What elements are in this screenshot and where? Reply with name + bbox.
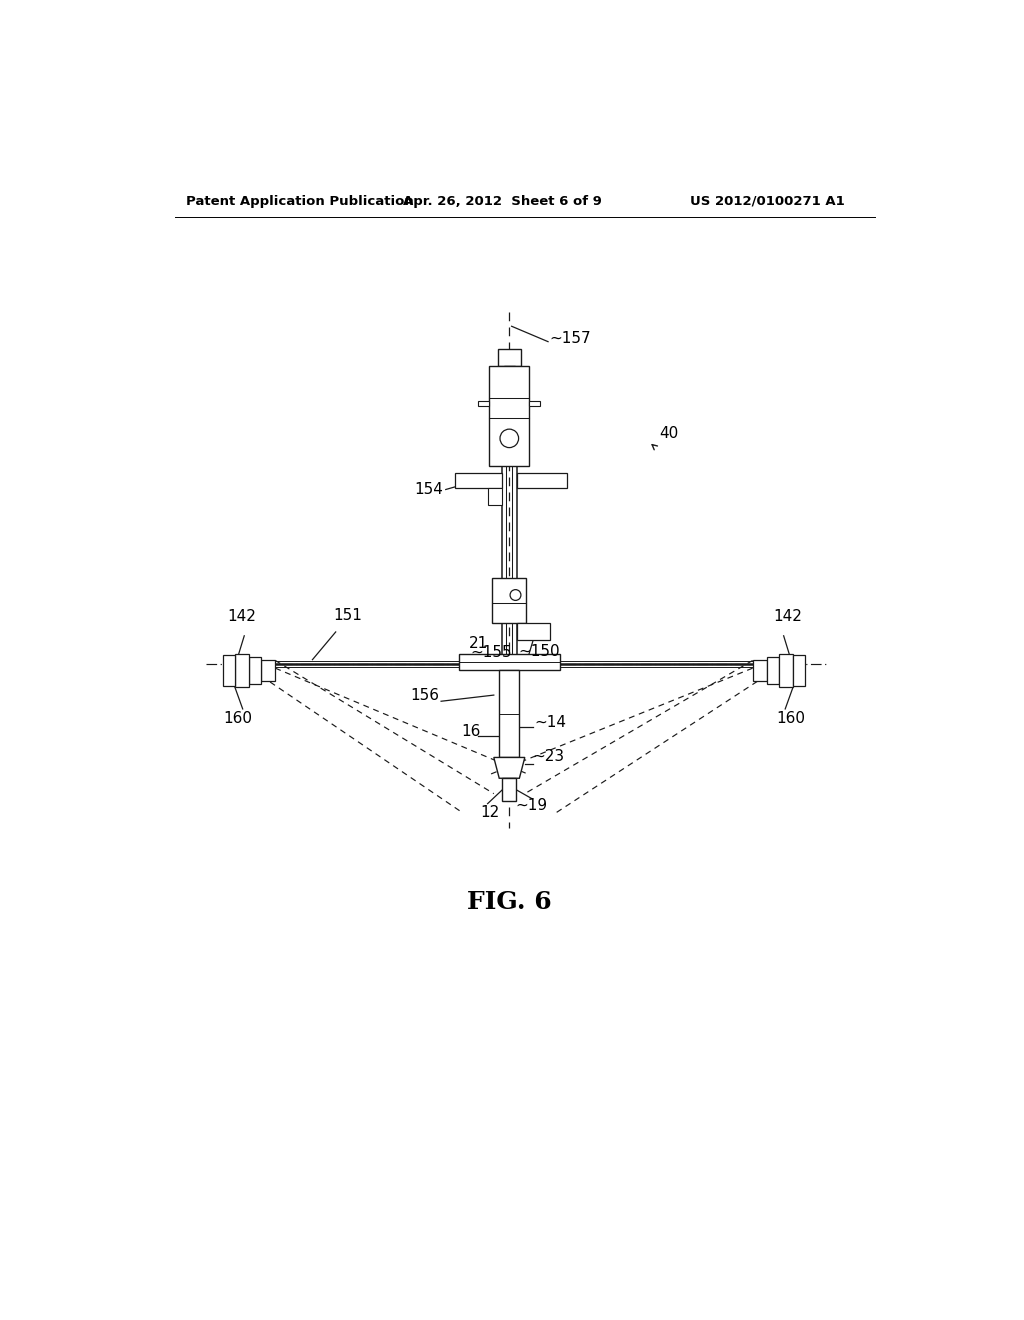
Bar <box>529 401 541 407</box>
Bar <box>500 669 519 758</box>
Polygon shape <box>261 660 275 681</box>
Bar <box>478 401 489 407</box>
Text: 142: 142 <box>227 609 256 624</box>
Bar <box>459 655 560 669</box>
Text: 160: 160 <box>223 710 252 726</box>
Polygon shape <box>767 656 779 684</box>
Bar <box>504 367 515 378</box>
Text: ~155: ~155 <box>471 644 512 660</box>
Text: 142: 142 <box>773 609 803 624</box>
Bar <box>503 779 516 801</box>
Polygon shape <box>222 655 234 686</box>
Bar <box>517 623 550 640</box>
Text: Apr. 26, 2012  Sheet 6 of 9: Apr. 26, 2012 Sheet 6 of 9 <box>403 194 602 207</box>
Polygon shape <box>494 758 524 779</box>
Text: 156: 156 <box>410 688 439 702</box>
Bar <box>498 350 521 367</box>
Text: 12: 12 <box>480 805 499 820</box>
Polygon shape <box>249 656 261 684</box>
Text: 151: 151 <box>334 607 362 623</box>
Bar <box>455 473 502 488</box>
Polygon shape <box>793 655 805 686</box>
Bar <box>487 488 502 506</box>
Text: 40: 40 <box>658 426 678 441</box>
Bar <box>489 367 529 466</box>
Text: ~157: ~157 <box>550 331 591 346</box>
Text: 160: 160 <box>776 710 805 726</box>
Text: ~14: ~14 <box>535 714 566 730</box>
Polygon shape <box>779 653 793 688</box>
Polygon shape <box>234 653 249 688</box>
Text: FIG. 6: FIG. 6 <box>467 890 552 915</box>
Text: 21: 21 <box>469 636 488 651</box>
Polygon shape <box>753 660 767 681</box>
Circle shape <box>510 590 521 601</box>
Text: ~19: ~19 <box>515 797 548 813</box>
Text: ~23: ~23 <box>532 748 564 763</box>
Text: 154: 154 <box>415 482 443 498</box>
Text: 16: 16 <box>461 723 480 738</box>
Text: ~150: ~150 <box>518 644 560 659</box>
Text: Patent Application Publication: Patent Application Publication <box>186 194 414 207</box>
Bar <box>517 473 567 488</box>
Bar <box>493 578 526 623</box>
Text: US 2012/0100271 A1: US 2012/0100271 A1 <box>690 194 845 207</box>
Circle shape <box>500 429 518 447</box>
